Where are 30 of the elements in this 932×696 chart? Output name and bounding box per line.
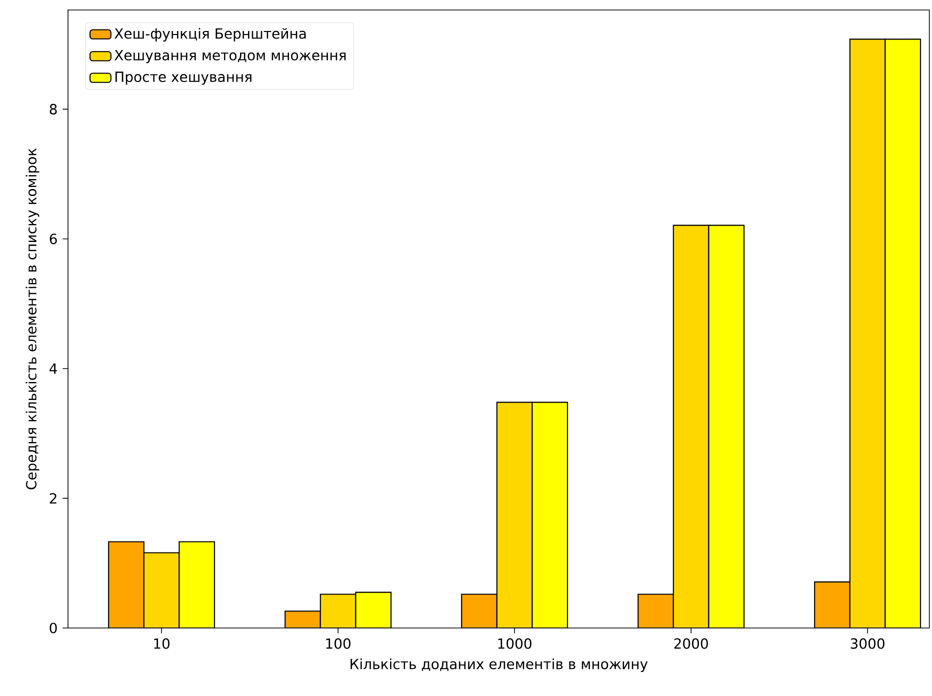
bar bbox=[638, 594, 674, 628]
bar bbox=[849, 38, 886, 628]
legend-label: Хешування методом множення bbox=[114, 50, 346, 64]
x-tick-label: 3000 bbox=[850, 638, 884, 649]
x-tick-label: 10 bbox=[154, 638, 170, 649]
x-axis-title: Кількість доданих елементів в множину bbox=[350, 658, 648, 672]
bar bbox=[461, 594, 498, 628]
bar bbox=[284, 610, 321, 628]
bar bbox=[884, 38, 922, 628]
y-tick-label: 4 bbox=[50, 363, 57, 374]
bar bbox=[143, 552, 180, 628]
y-tick-label: 0 bbox=[50, 622, 57, 634]
bar bbox=[672, 224, 710, 628]
bar bbox=[496, 402, 533, 628]
bar bbox=[320, 594, 356, 628]
x-tick-label: 2000 bbox=[674, 638, 708, 649]
y-tick-label: 2 bbox=[50, 493, 56, 504]
bar bbox=[178, 541, 216, 628]
y-axis-title: Середня кількість елементів в списку комірок bbox=[26, 148, 40, 490]
x-tick-label: 1000 bbox=[498, 638, 532, 649]
bar bbox=[108, 541, 144, 628]
bar bbox=[708, 224, 745, 628]
bar bbox=[532, 402, 568, 628]
y-tick-label: 8 bbox=[50, 104, 57, 114]
bar bbox=[355, 592, 392, 628]
legend-label: Просте хешування bbox=[115, 72, 252, 85]
y-tick-label: 6 bbox=[50, 234, 57, 244]
x-tick-label: 100 bbox=[326, 638, 350, 649]
legend-label: Хеш-функція Бернштейна bbox=[114, 28, 306, 42]
bar bbox=[814, 581, 850, 628]
